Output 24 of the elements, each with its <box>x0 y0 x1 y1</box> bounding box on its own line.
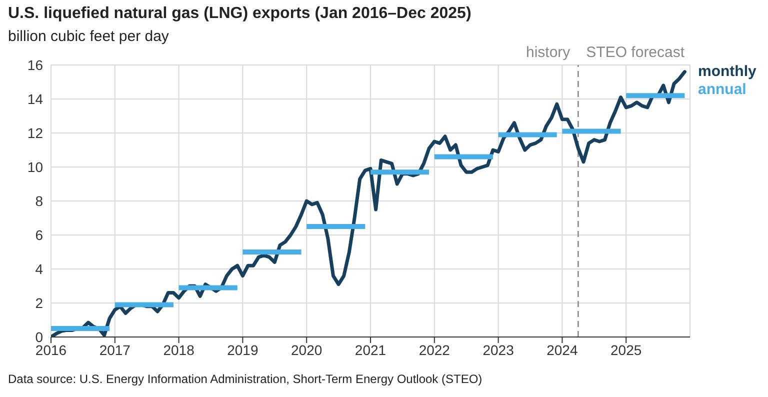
x-tick-label: 2023 <box>482 342 514 358</box>
x-tick-label: 2021 <box>354 342 386 358</box>
series-label: annual <box>698 81 748 99</box>
x-tick-label: 2024 <box>546 342 578 358</box>
text: STEO forecast <box>586 44 686 61</box>
y-tick-label: 10 <box>27 158 44 175</box>
x-tick-label: 2019 <box>227 342 258 358</box>
x-tick-label: 2017 <box>99 342 131 358</box>
text: history <box>526 44 571 61</box>
y-tick-label: 2 <box>35 294 44 311</box>
x-tick-label: 2022 <box>418 342 450 358</box>
x-tick-label: 2018 <box>163 342 195 358</box>
y-tick-label: 8 <box>35 192 44 209</box>
y-tick-label: 16 <box>27 56 44 73</box>
y-tick-label: 14 <box>27 90 44 107</box>
y-tick-label: 4 <box>35 260 44 277</box>
series-label: monthly <box>698 63 756 81</box>
chart-subtitle: billion cubic feet per day <box>8 28 169 45</box>
x-tick-label: 2025 <box>610 342 642 358</box>
source-note: Data source: U.S. Energy Information Administration, Short-Term Energy Outlook (STEO) <box>8 372 482 386</box>
y-tick-label: 12 <box>27 124 44 141</box>
x-tick-label: 2020 <box>291 342 322 358</box>
chart-title: U.S. liquefied natural gas (LNG) exports (Jan 2016–Dec 2025) <box>8 5 472 23</box>
y-tick-label: 6 <box>35 226 44 243</box>
